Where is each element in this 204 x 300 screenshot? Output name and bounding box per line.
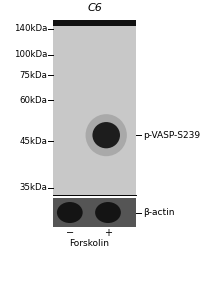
Text: C6: C6: [87, 3, 102, 13]
Text: 60kDa: 60kDa: [19, 96, 47, 105]
Ellipse shape: [57, 202, 82, 223]
Ellipse shape: [85, 114, 126, 156]
Text: β-actin: β-actin: [142, 208, 173, 217]
Ellipse shape: [95, 202, 120, 223]
Text: p-VASP-S239: p-VASP-S239: [142, 131, 199, 140]
Ellipse shape: [92, 122, 119, 148]
Text: +: +: [103, 228, 111, 238]
Text: 100kDa: 100kDa: [14, 50, 47, 59]
Text: 45kDa: 45kDa: [19, 136, 47, 146]
Text: Forskolin: Forskolin: [69, 239, 108, 248]
Text: 140kDa: 140kDa: [14, 24, 47, 33]
Text: 35kDa: 35kDa: [19, 183, 47, 192]
Text: −: −: [65, 228, 73, 238]
Text: 75kDa: 75kDa: [19, 71, 47, 80]
